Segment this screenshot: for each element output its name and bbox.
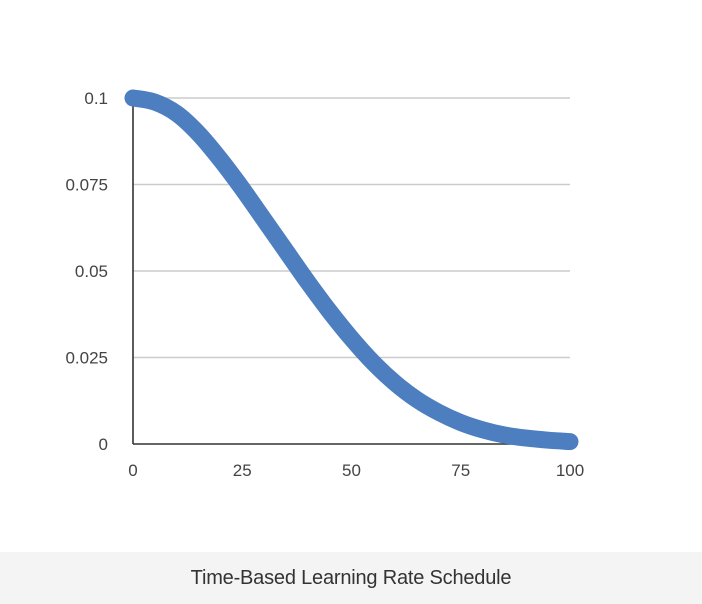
x-tick-label: 100 — [556, 461, 584, 480]
caption-bar: Time-Based Learning Rate Schedule — [0, 552, 702, 604]
x-tick-label: 50 — [342, 461, 361, 480]
x-tick-label: 25 — [233, 461, 252, 480]
y-tick-label: 0.075 — [65, 176, 108, 195]
x-tick-label: 75 — [451, 461, 470, 480]
y-tick-label: 0 — [99, 435, 108, 454]
axes — [132, 98, 570, 445]
y-tick-label: 0.025 — [65, 349, 108, 368]
series-line-0 — [124, 89, 579, 451]
tick-labels: 0 0.025 0.05 0.075 0.1 0 25 50 75 100 — [65, 89, 584, 480]
gridlines — [133, 97, 570, 359]
series-layer — [124, 89, 579, 451]
learning-rate-chart: 0 0.025 0.05 0.075 0.1 0 25 50 75 100 — [65, 89, 584, 480]
chart-caption: Time-Based Learning Rate Schedule — [190, 566, 512, 589]
y-tick-label: 0.1 — [84, 89, 108, 108]
y-tick-label: 0.05 — [75, 262, 108, 281]
chart-container: 0 0.025 0.05 0.075 0.1 0 25 50 75 100 — [65, 89, 584, 480]
x-tick-label: 0 — [128, 461, 137, 480]
